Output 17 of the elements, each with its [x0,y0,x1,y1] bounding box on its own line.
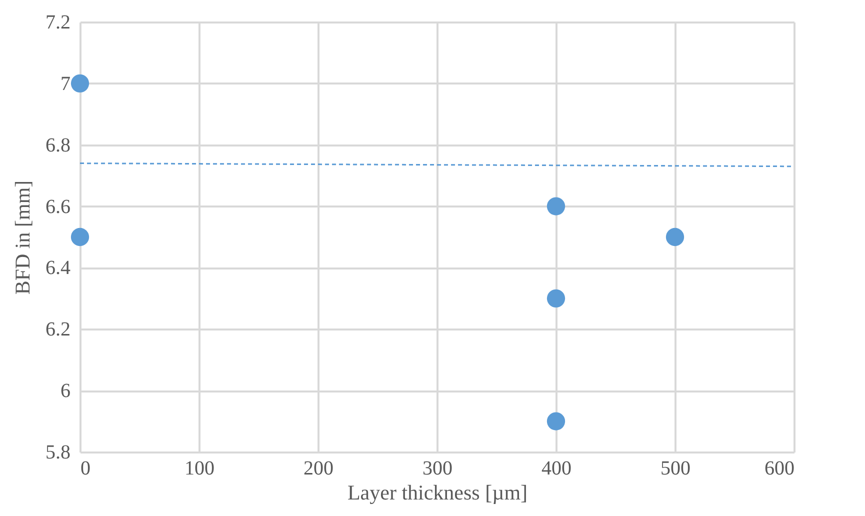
y-tick-label: 6.6 [46,196,70,218]
x-tick-label: 200 [304,458,334,480]
y-tick-label: 7 [60,72,70,95]
y-tick-label: 6.2 [46,318,70,341]
x-tick-label: 400 [542,458,572,480]
x-tick-label: 0 [80,458,90,480]
y-tick-label: 5.8 [46,442,70,464]
x-axis-title: Layer thickness [µm] [347,480,528,504]
y-tick-label: 6.4 [46,257,70,280]
y-tick-label: 6 [60,380,70,402]
y-tick-label: 6.8 [46,134,70,156]
x-tick-label: 600 [764,458,794,480]
y-tick-label: 7.2 [46,12,70,34]
y-axis-title: BFD in [mm] [10,180,34,295]
x-tick-label: 100 [184,458,214,480]
x-tick-label: 300 [422,458,452,480]
x-tick-label: 500 [660,458,690,480]
